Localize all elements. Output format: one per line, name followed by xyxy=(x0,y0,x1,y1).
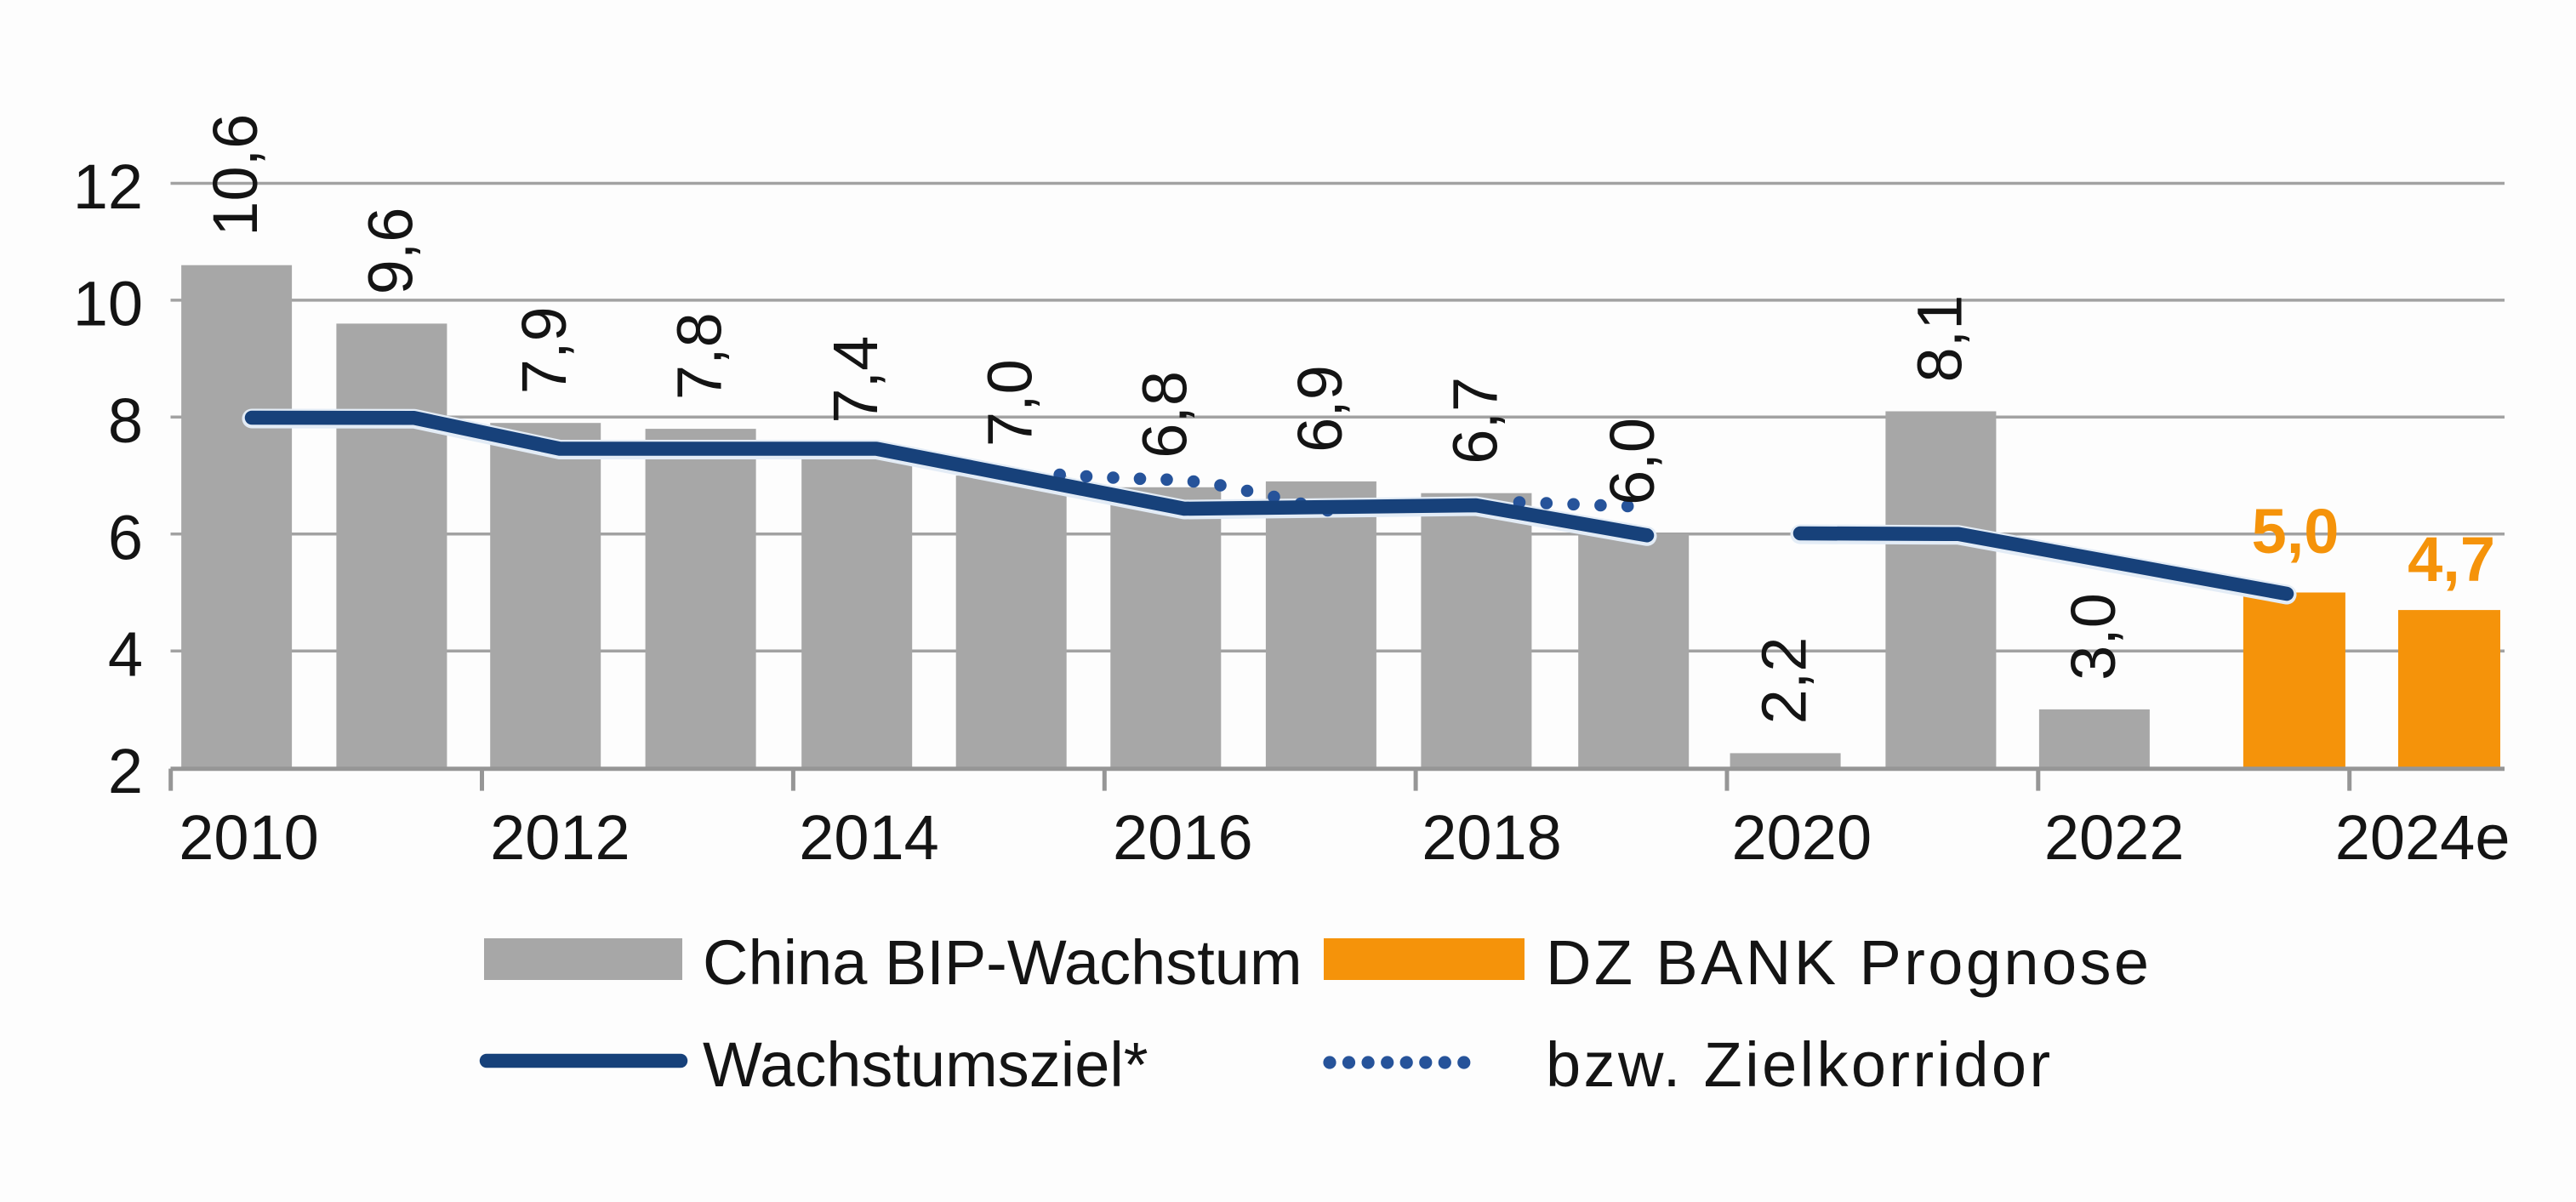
svg-text:2024e: 2024e xyxy=(2335,802,2510,873)
svg-text:Wachstumsziel*: Wachstumsziel* xyxy=(703,1029,1148,1100)
svg-text:2014: 2014 xyxy=(799,802,939,873)
svg-text:2,2: 2,2 xyxy=(1749,637,1820,725)
svg-text:9,6: 9,6 xyxy=(355,208,425,295)
svg-text:China BIP-Wachstum: China BIP-Wachstum xyxy=(703,927,1302,998)
svg-text:4: 4 xyxy=(108,619,143,690)
svg-text:bzw. Zielkorridor: bzw. Zielkorridor xyxy=(1546,1029,2054,1100)
svg-text:7,9: 7,9 xyxy=(509,306,579,394)
svg-text:2016: 2016 xyxy=(1113,802,1253,873)
svg-text:2: 2 xyxy=(108,736,143,806)
svg-text:6,9: 6,9 xyxy=(1285,365,1355,453)
svg-text:7,0: 7,0 xyxy=(975,359,1046,447)
svg-text:6,8: 6,8 xyxy=(1129,371,1200,459)
svg-text:7,8: 7,8 xyxy=(664,312,735,400)
svg-text:10,6: 10,6 xyxy=(200,114,271,236)
svg-text:6,0: 6,0 xyxy=(1597,418,1667,505)
svg-text:7,4: 7,4 xyxy=(820,336,891,424)
svg-text:12: 12 xyxy=(73,151,143,222)
svg-text:2020: 2020 xyxy=(1731,802,1872,873)
svg-text:2018: 2018 xyxy=(1422,802,1562,873)
svg-text:10: 10 xyxy=(73,268,143,339)
svg-text:6: 6 xyxy=(108,502,143,573)
svg-text:2010: 2010 xyxy=(179,802,319,873)
svg-text:DZ BANK Prognose: DZ BANK Prognose xyxy=(1546,927,2151,998)
svg-text:8,1: 8,1 xyxy=(1904,295,1975,383)
svg-text:2022: 2022 xyxy=(2044,802,2185,873)
svg-text:8: 8 xyxy=(108,385,143,456)
svg-text:3,0: 3,0 xyxy=(2058,593,2129,681)
svg-text:2012: 2012 xyxy=(490,802,630,873)
svg-text:4,7: 4,7 xyxy=(2408,524,2495,595)
svg-text:6,7: 6,7 xyxy=(1439,377,1510,464)
svg-text:5,0: 5,0 xyxy=(2252,496,2339,567)
